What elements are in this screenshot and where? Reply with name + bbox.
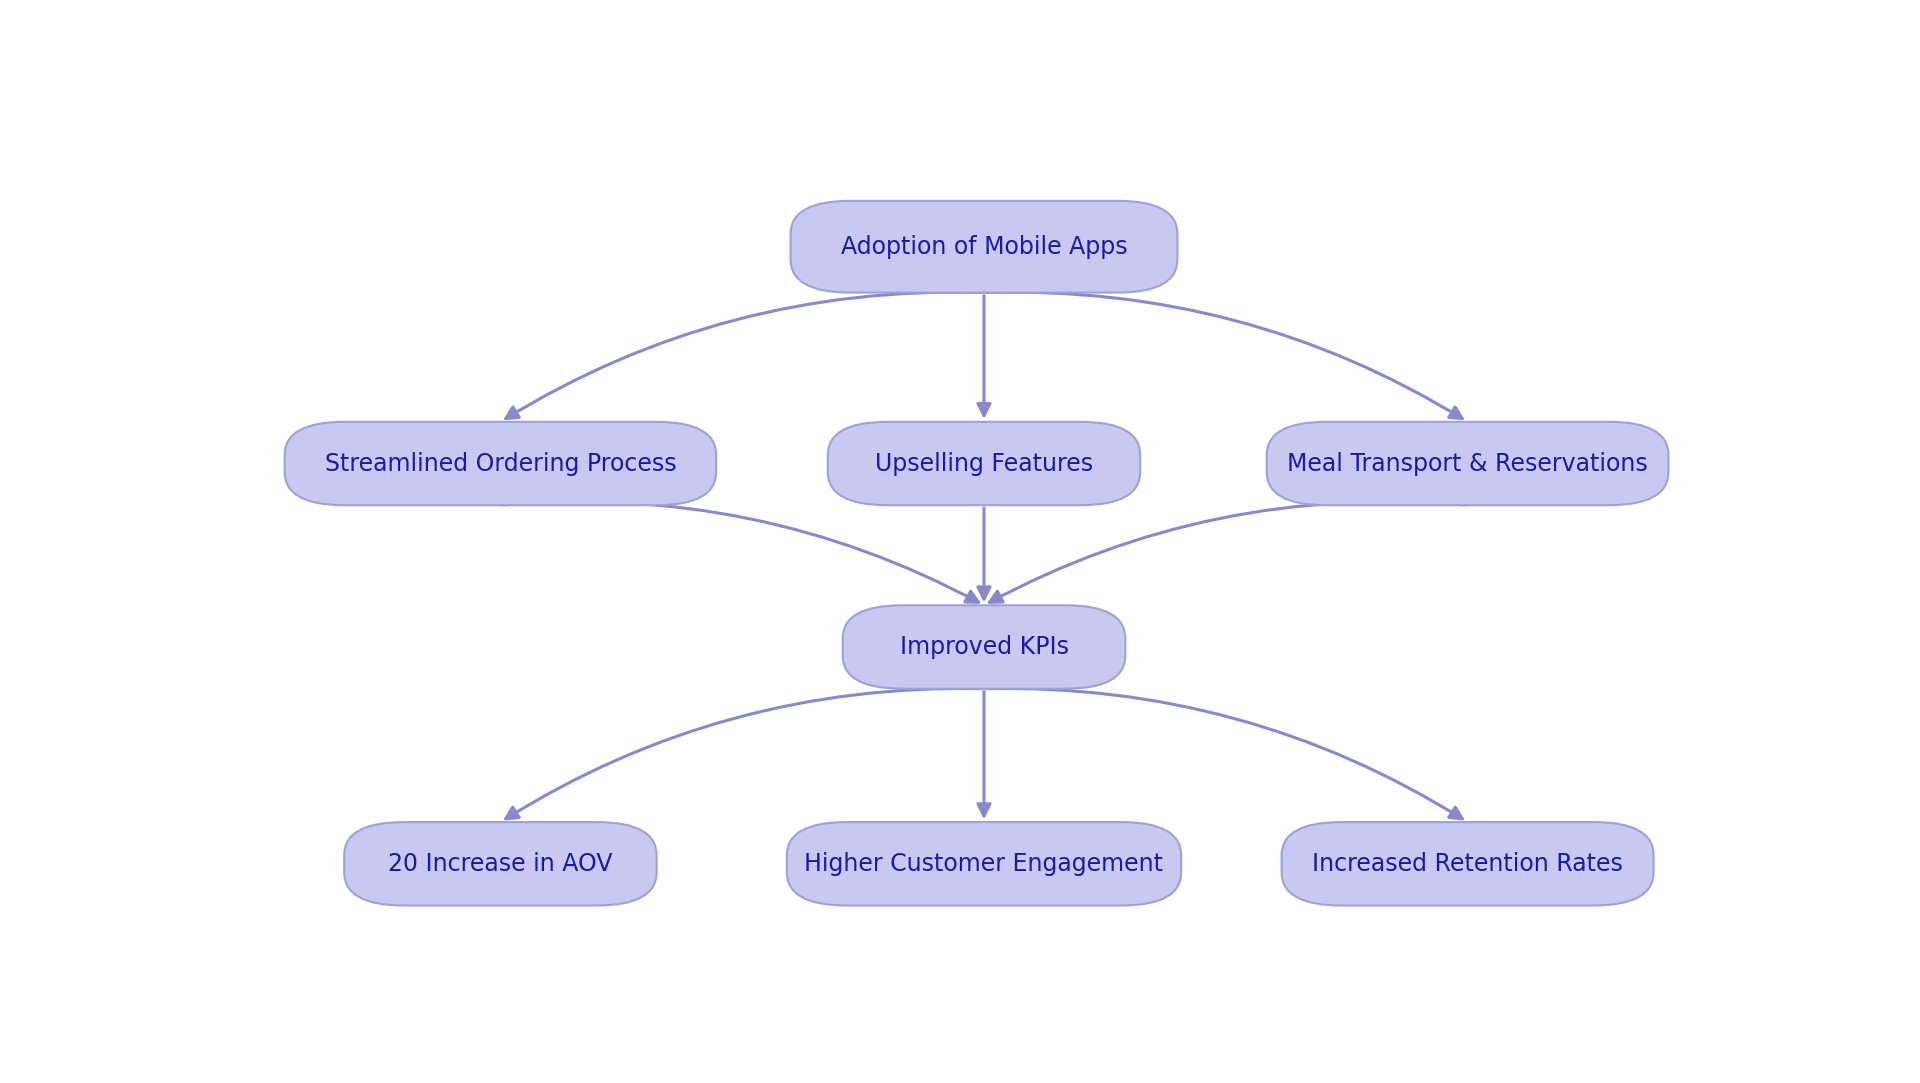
Text: Meal Transport & Reservations: Meal Transport & Reservations	[1286, 452, 1647, 475]
FancyBboxPatch shape	[843, 605, 1125, 689]
Text: Streamlined Ordering Process: Streamlined Ordering Process	[324, 452, 676, 475]
Text: Increased Retention Rates: Increased Retention Rates	[1311, 852, 1622, 876]
Text: Improved KPIs: Improved KPIs	[899, 635, 1069, 658]
FancyBboxPatch shape	[344, 822, 657, 905]
FancyBboxPatch shape	[791, 200, 1177, 292]
Text: 20 Increase in AOV: 20 Increase in AOV	[388, 852, 612, 876]
FancyBboxPatch shape	[284, 422, 716, 506]
Text: Adoption of Mobile Apps: Adoption of Mobile Apps	[841, 235, 1127, 259]
Text: Higher Customer Engagement: Higher Customer Engagement	[804, 852, 1164, 876]
FancyBboxPatch shape	[828, 422, 1140, 506]
FancyBboxPatch shape	[787, 822, 1181, 905]
Text: Upselling Features: Upselling Features	[876, 452, 1092, 475]
FancyBboxPatch shape	[1283, 822, 1653, 905]
FancyBboxPatch shape	[1267, 422, 1668, 506]
